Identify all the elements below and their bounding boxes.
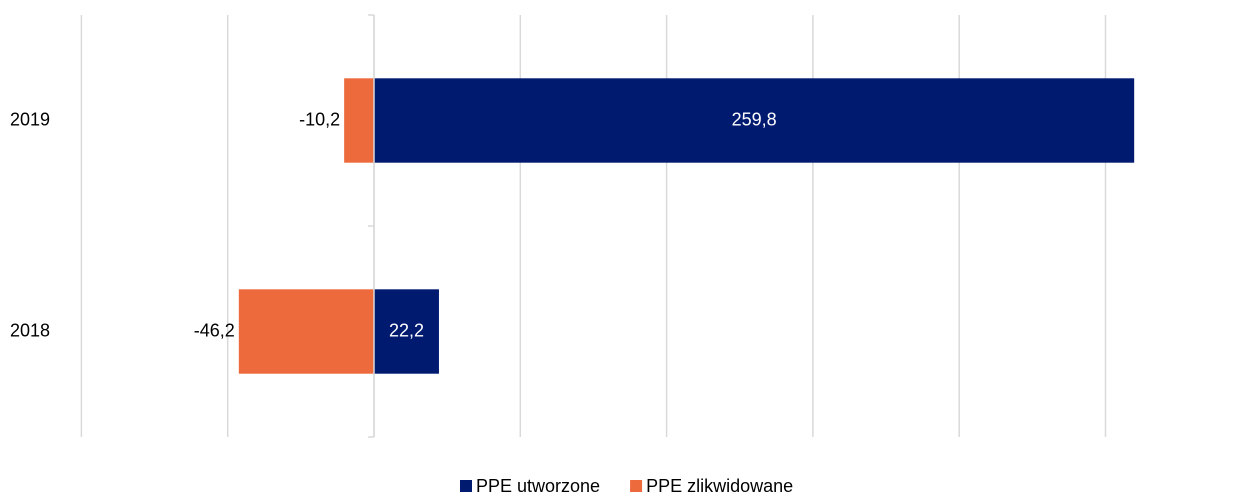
legend-label: PPE zlikwidowane — [646, 476, 793, 493]
legend-swatch — [460, 480, 472, 492]
bar — [374, 289, 439, 374]
legend-swatch — [630, 480, 643, 492]
data-label: 22,2 — [389, 320, 424, 340]
bar — [344, 78, 374, 163]
y-tick-label: 2018 — [10, 320, 50, 340]
y-tick-label: 2019 — [10, 109, 50, 129]
legend-label: PPE utworzone — [476, 476, 600, 493]
data-label: -46,2 — [194, 320, 235, 340]
bar — [374, 78, 1135, 163]
data-label: 259,8 — [732, 109, 777, 129]
data-label: -10,2 — [299, 109, 340, 129]
bar — [238, 289, 374, 374]
